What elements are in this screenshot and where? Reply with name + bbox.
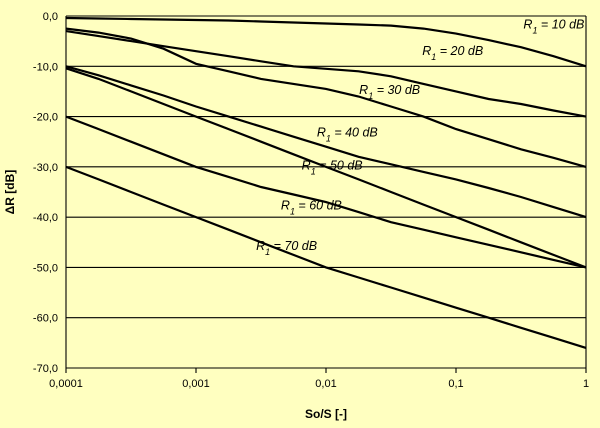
curve-label-6: R1 = 60 dB xyxy=(281,199,342,217)
series-line-7 xyxy=(65,165,587,349)
y-tick-label-3: -30,0 xyxy=(33,162,58,174)
y-tick-label-0: 0,0 xyxy=(43,11,58,23)
curve-label-2: R1 = 20 dB xyxy=(422,44,483,62)
x-tick-labels: 0,0001 0,001 0,01 0,1 1 xyxy=(49,378,589,390)
series-line-6 xyxy=(65,115,587,269)
y-tick-label-2: -20,0 xyxy=(33,112,58,124)
y-tick-label-4: -40,0 xyxy=(33,212,58,224)
y-tick-label-5: -50,0 xyxy=(33,262,58,274)
y-tick-labels: 0,0 -10,0 -20,0 -30,0 -40,0 -50,0 -60,0 -70,0 xyxy=(33,11,58,375)
x-tick-label-4: 1 xyxy=(583,378,589,390)
x-axis-title: So/S [-] xyxy=(305,407,347,421)
x-tick-label-0: 0,0001 xyxy=(49,378,83,390)
curves xyxy=(65,16,587,349)
y-tick-label-6: -60,0 xyxy=(33,313,58,325)
curve-label-4: R1 = 40 dB xyxy=(317,126,378,144)
curve-label-5: R1 = 50 dB xyxy=(302,158,363,176)
y-axis-title: ΔR [dB] xyxy=(3,170,17,215)
series-line-5 xyxy=(65,65,587,219)
series-line-3 xyxy=(65,67,587,269)
curve-labels: R1 = 10 dB R1 = 20 dB R1 = 30 dB R1 = 40 dB… xyxy=(256,18,584,257)
curve-label-1: R1 = 10 dB xyxy=(523,18,584,36)
y-tick-label-7: -70,0 xyxy=(33,363,58,375)
curve-label-7: R1 = 70 dB xyxy=(256,239,317,257)
y-tick-label-1: -10,0 xyxy=(33,61,58,73)
x-tick-label-2: 0,01 xyxy=(315,378,336,390)
curve-label-3: R1 = 30 dB xyxy=(359,83,420,101)
x-tick-label-1: 0,001 xyxy=(182,378,210,390)
series-line-4 xyxy=(65,27,587,168)
series-line-1 xyxy=(65,16,587,68)
x-tick-label-3: 0,1 xyxy=(448,378,463,390)
